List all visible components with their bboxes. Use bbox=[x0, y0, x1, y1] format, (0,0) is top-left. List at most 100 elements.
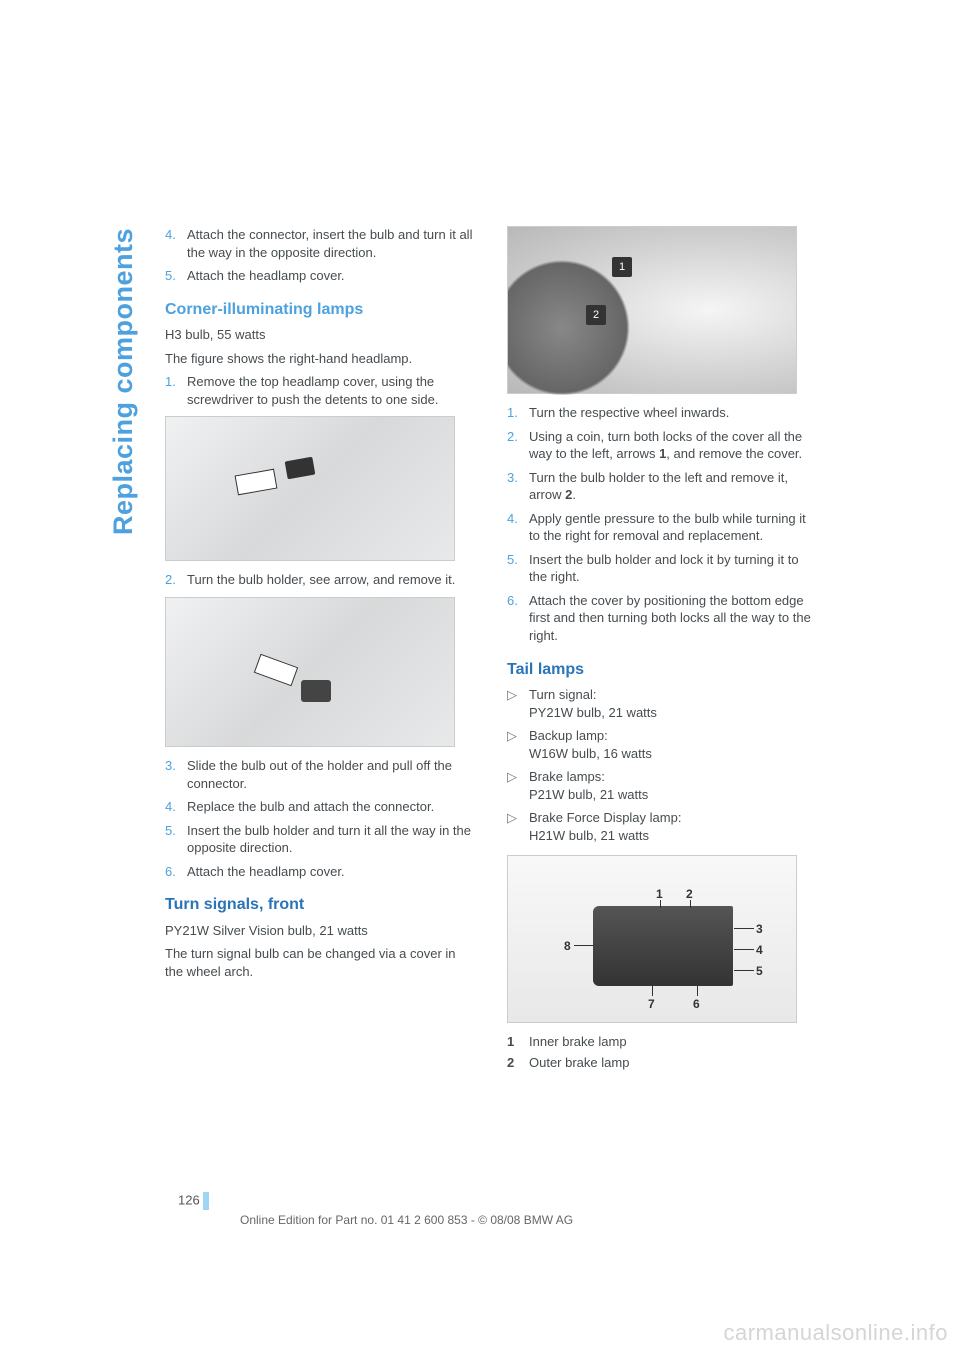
callout-line bbox=[697, 986, 698, 996]
callout-7: 7 bbox=[648, 996, 655, 1012]
legend-number: 2 bbox=[507, 1054, 529, 1072]
step-number: 5. bbox=[507, 551, 529, 586]
legend-text: Inner brake lamp bbox=[529, 1033, 627, 1051]
step-item: 4. Attach the connector, insert the bulb… bbox=[165, 226, 475, 261]
triangle-bullet-icon: ▷ bbox=[507, 686, 529, 721]
figure-wheel-arch: 1 2 bbox=[507, 226, 797, 394]
bullet-text: Brake lamps: P21W bulb, 21 watts bbox=[529, 768, 817, 803]
left-column: 4. Attach the connector, insert the bulb… bbox=[165, 226, 475, 1076]
step-text: Insert the bulb holder and turn it all t… bbox=[187, 822, 475, 857]
step-item: 5. Insert the bulb holder and lock it by… bbox=[507, 551, 817, 586]
holder-graphic bbox=[301, 680, 331, 702]
bullet-line1: Brake lamps: bbox=[529, 769, 605, 784]
step-item: 6. Attach the headlamp cover. bbox=[165, 863, 475, 881]
legend-number: 1 bbox=[507, 1033, 529, 1051]
step-text: Remove the top headlamp cover, using the… bbox=[187, 373, 475, 408]
two-column-layout: 4. Attach the connector, insert the bulb… bbox=[135, 226, 880, 1076]
step-text: Attach the connector, insert the bulb an… bbox=[187, 226, 475, 261]
detent-graphic bbox=[285, 457, 316, 480]
bullet-text: Turn signal: PY21W bulb, 21 watts bbox=[529, 686, 817, 721]
callout-line bbox=[734, 949, 754, 950]
footer-text: Online Edition for Part no. 01 41 2 600 … bbox=[240, 1213, 573, 1227]
step-item: 3. Slide the bulb out of the holder and … bbox=[165, 757, 475, 792]
step-number: 3. bbox=[165, 757, 187, 792]
step-item: 4. Apply gentle pressure to the bulb whi… bbox=[507, 510, 817, 545]
step-number: 1. bbox=[165, 373, 187, 408]
step-item: 2. Using a coin, turn both locks of the … bbox=[507, 428, 817, 463]
callout-6: 6 bbox=[693, 996, 700, 1012]
callout-line bbox=[734, 928, 754, 929]
bullet-line1: Brake Force Display lamp: bbox=[529, 810, 681, 825]
step-text: Turn the bulb holder to the left and rem… bbox=[529, 469, 817, 504]
page-content: 4. Attach the connector, insert the bulb… bbox=[0, 0, 960, 1076]
bullet-line1: Backup lamp: bbox=[529, 728, 608, 743]
arrow-icon bbox=[254, 654, 298, 686]
step-text: Replace the bulb and attach the connecto… bbox=[187, 798, 475, 816]
figure-headlamp-cover bbox=[165, 416, 455, 561]
bulb-spec: H3 bulb, 55 watts bbox=[165, 326, 475, 344]
page-number: 126 bbox=[178, 1192, 209, 1210]
step-number: 4. bbox=[165, 798, 187, 816]
legend-item: 2 Outer brake lamp bbox=[507, 1054, 817, 1072]
step-item: 5. Attach the headlamp cover. bbox=[165, 267, 475, 285]
legend-item: 1 Inner brake lamp bbox=[507, 1033, 817, 1051]
callout-5: 5 bbox=[756, 963, 763, 979]
step-text: Attach the headlamp cover. bbox=[187, 267, 475, 285]
callout-line bbox=[574, 945, 594, 946]
step-text: Insert the bulb holder and lock it by tu… bbox=[529, 551, 817, 586]
step-number: 5. bbox=[165, 822, 187, 857]
bulb-spec: PY21W Silver Vision bulb, 21 watts bbox=[165, 922, 475, 940]
bullet-item: ▷ Brake lamps: P21W bulb, 21 watts bbox=[507, 768, 817, 803]
arrow-icon bbox=[235, 469, 278, 496]
legend-text: Outer brake lamp bbox=[529, 1054, 629, 1072]
step-text: Apply gentle pressure to the bulb while … bbox=[529, 510, 817, 545]
figure-tail-lamp: 1 2 3 4 5 6 7 8 bbox=[507, 855, 797, 1023]
callout-4: 4 bbox=[756, 942, 763, 958]
callout-3: 3 bbox=[756, 921, 763, 937]
step-text-b: . bbox=[572, 487, 576, 502]
page-number-marker bbox=[203, 1192, 209, 1210]
triangle-bullet-icon: ▷ bbox=[507, 809, 529, 844]
step-item: 4. Replace the bulb and attach the conne… bbox=[165, 798, 475, 816]
callout-line bbox=[690, 900, 691, 908]
bullet-item: ▷ Turn signal: PY21W bulb, 21 watts bbox=[507, 686, 817, 721]
bullet-item: ▷ Brake Force Display lamp: H21W bulb, 2… bbox=[507, 809, 817, 844]
bullet-item: ▷ Backup lamp: W16W bulb, 16 watts bbox=[507, 727, 817, 762]
bullet-line2: P21W bulb, 21 watts bbox=[529, 787, 648, 802]
callout-marker-1: 1 bbox=[612, 257, 632, 277]
figure-caption: The figure shows the right-hand headlamp… bbox=[165, 350, 475, 368]
heading-turn-signals: Turn signals, front bbox=[165, 894, 475, 916]
bullet-text: Backup lamp: W16W bulb, 16 watts bbox=[529, 727, 817, 762]
triangle-bullet-icon: ▷ bbox=[507, 727, 529, 762]
step-item: 5. Insert the bulb holder and turn it al… bbox=[165, 822, 475, 857]
step-number: 1. bbox=[507, 404, 529, 422]
step-number: 4. bbox=[507, 510, 529, 545]
bullet-line2: H21W bulb, 21 watts bbox=[529, 828, 649, 843]
bullet-line2: PY21W bulb, 21 watts bbox=[529, 705, 657, 720]
paragraph: The turn signal bulb can be changed via … bbox=[165, 945, 475, 980]
watermark: carmanualsonline.info bbox=[723, 1320, 948, 1346]
right-column: 1 2 1. Turn the respective wheel inwards… bbox=[507, 226, 817, 1076]
callout-line bbox=[734, 970, 754, 971]
step-text-b: , and remove the cover. bbox=[666, 446, 802, 461]
step-text: Turn the bulb holder, see arrow, and rem… bbox=[187, 571, 475, 589]
step-item: 6. Attach the cover by positioning the b… bbox=[507, 592, 817, 645]
bullet-line2: W16W bulb, 16 watts bbox=[529, 746, 652, 761]
heading-corner-lamps: Corner-illuminating lamps bbox=[165, 299, 475, 321]
step-number: 4. bbox=[165, 226, 187, 261]
callout-8: 8 bbox=[564, 938, 571, 954]
step-item: 1. Remove the top headlamp cover, using … bbox=[165, 373, 475, 408]
step-item: 3. Turn the bulb holder to the left and … bbox=[507, 469, 817, 504]
step-number: 3. bbox=[507, 469, 529, 504]
step-text: Attach the cover by positioning the bott… bbox=[529, 592, 817, 645]
callout-marker-2: 2 bbox=[586, 305, 606, 325]
step-text: Attach the headlamp cover. bbox=[187, 863, 475, 881]
bullet-text: Brake Force Display lamp: H21W bulb, 21 … bbox=[529, 809, 817, 844]
triangle-bullet-icon: ▷ bbox=[507, 768, 529, 803]
callout-line bbox=[660, 900, 661, 908]
step-text: Using a coin, turn both locks of the cov… bbox=[529, 428, 817, 463]
step-number: 2. bbox=[165, 571, 187, 589]
page-number-value: 126 bbox=[178, 1192, 200, 1207]
step-item: 1. Turn the respective wheel inwards. bbox=[507, 404, 817, 422]
step-number: 6. bbox=[507, 592, 529, 645]
